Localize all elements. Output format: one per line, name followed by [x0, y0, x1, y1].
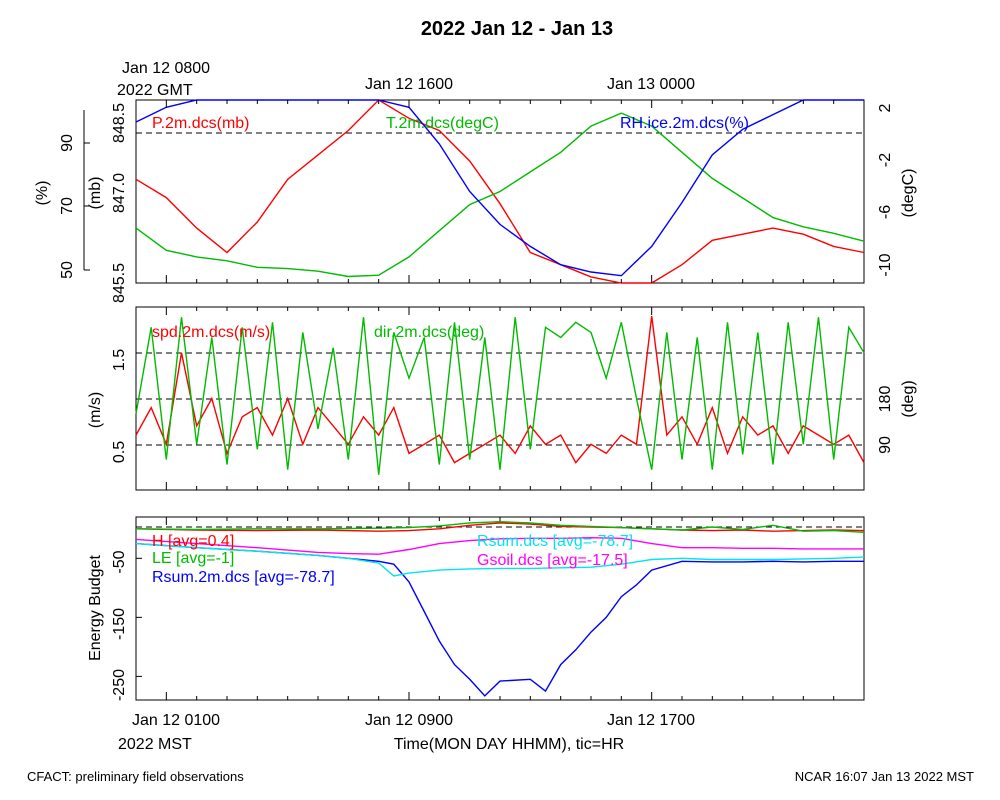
degc-tick-label-m2: -2 [877, 153, 894, 167]
mb-axis-label: (mb) [87, 177, 104, 210]
degc-axis-label: (degC) [900, 169, 917, 218]
panel-wind: 0.5 1.5 (m/s) 90 180 (deg) spd.2m.dcs(m/… [87, 306, 917, 491]
panel-3-x-ticks [135, 517, 865, 700]
temperature-series-label: T.2m.dcs(degC) [386, 115, 499, 132]
page-title: 2022 Jan 12 - Jan 13 [421, 18, 613, 40]
series-line-t-2m-dcs-degc [135, 112, 865, 278]
series-line-gsoil-dcs [135, 536, 864, 555]
series-line-p-2m-dcs-mb [135, 99, 865, 284]
deg-tick-label-180: 180 [877, 386, 894, 413]
pct-tick-label-50: 50 [59, 261, 76, 279]
speed-series-label: spd.2m.dcs(m/s) [152, 324, 270, 341]
pct-axis-label: (%) [34, 181, 51, 206]
panel-2-plot-area [135, 316, 865, 475]
h-series-label: H [avg=0.4] [152, 533, 234, 550]
direction-series-label: dir.2m.dcs(deg) [374, 324, 484, 341]
panel-3-plot-area [135, 520, 865, 697]
mst-label-3: Jan 12 1700 [607, 712, 695, 729]
panel-pressure-temp-rh: 50 70 90 (%) 845.5 847.0 848.5 (mb) -10 … [34, 99, 917, 303]
series-line-rsum-dcs [135, 542, 865, 577]
energy-tick-label-m250: -250 [111, 669, 128, 701]
footer-left: CFACT: preliminary field observations [27, 769, 244, 784]
series-line-dir-2m-dcs-deg [135, 317, 865, 475]
gmt-label-1-line2: 2022 GMT [117, 82, 193, 99]
mst-label-1-line2: 2022 MST [118, 736, 192, 753]
ms-tick-label-15: 1.5 [111, 349, 128, 371]
ms-axis-label: (m/s) [87, 392, 104, 428]
x-axis-title: Time(MON DAY HHMM), tic=HR [394, 736, 624, 753]
gmt-label-2: Jan 12 1600 [365, 76, 453, 93]
footer-right: NCAR 16:07 Jan 13 2022 MST [795, 769, 974, 784]
gmt-label-3: Jan 13 0000 [607, 76, 695, 93]
pct-tick-label-90: 90 [59, 134, 76, 152]
pressure-series-label: P.2m.dcs(mb) [152, 115, 250, 132]
ms-tick-label-05: 0.5 [111, 441, 128, 463]
panel-3-y-ticks [136, 557, 142, 677]
energy-tick-label-m150: -150 [111, 608, 128, 640]
gmt-label-1-line1: Jan 12 0800 [122, 60, 210, 77]
series-line-le [135, 520, 865, 533]
energy-tick-label-m50: -50 [111, 550, 128, 573]
le-series-label: LE [avg=-1] [152, 550, 234, 567]
series-line-spd-2m-dcs-m-s [135, 316, 865, 464]
mb-tick-label-845: 845.5 [111, 263, 128, 303]
pct-tick-label-70: 70 [59, 197, 76, 215]
mb-tick-label-848: 848.5 [111, 103, 128, 143]
deg-tick-label-90: 90 [877, 436, 894, 454]
panel-energy-budget: -250 -150 -50 Energy Budget H [avg=0.4] … [87, 516, 865, 701]
energy-axis-label: Energy Budget [87, 555, 104, 661]
panel-1-x-ticks [135, 100, 865, 283]
deg-axis-label: (deg) [900, 380, 917, 417]
rh-series-label: RH.ice.2m.dcs(%) [620, 115, 749, 132]
panel-2-x-ticks [135, 307, 865, 490]
series-line-rsum-2m-dcs [135, 542, 864, 697]
rsum2m-series-label: Rsum.2m.dcs [avg=-78.7] [152, 569, 335, 586]
mb-tick-label-847: 847.0 [111, 173, 128, 213]
series-line-h [135, 522, 865, 532]
rsum-series-label: Rsum.dcs [avg=-78.7] [477, 533, 633, 550]
mst-label-1: Jan 12 0100 [132, 712, 220, 729]
mst-label-2: Jan 12 0900 [365, 712, 453, 729]
degc-tick-label-2: 2 [877, 103, 894, 112]
degc-tick-label-m6: -6 [877, 205, 894, 219]
gsoil-series-label: Gsoil.dcs [avg=-17.5] [477, 552, 628, 569]
degc-tick-label-m10: -10 [877, 253, 894, 276]
